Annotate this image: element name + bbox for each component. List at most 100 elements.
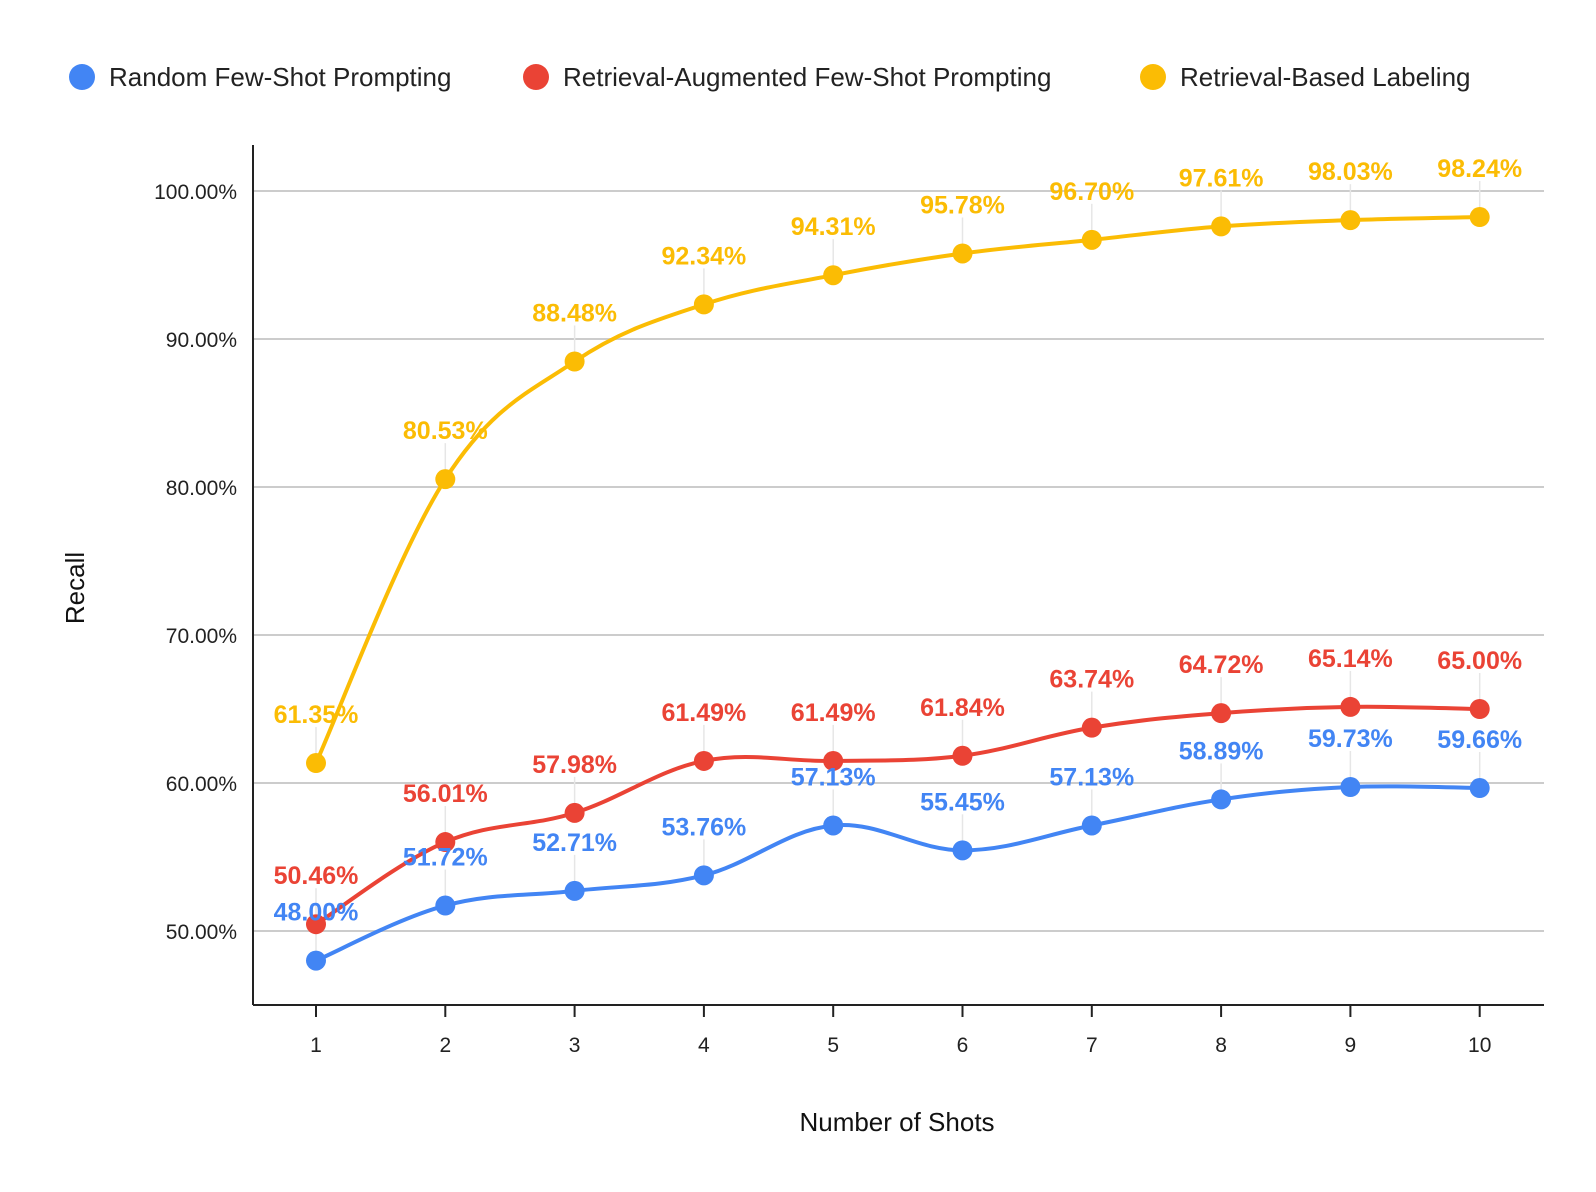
data-label: 63.74%	[1049, 666, 1134, 694]
data-label: 92.34%	[662, 242, 747, 270]
legend-item: Retrieval-Based Labeling	[1140, 62, 1471, 92]
data-point	[823, 815, 844, 836]
data-point	[564, 880, 585, 901]
data-point	[1469, 778, 1490, 799]
data-label: 61.49%	[791, 699, 876, 727]
legend-marker	[523, 64, 549, 90]
data-point	[1211, 789, 1232, 810]
data-label: 57.13%	[1049, 763, 1134, 791]
data-point	[1340, 210, 1361, 231]
data-label: 94.31%	[791, 213, 876, 241]
data-point	[435, 469, 456, 490]
y-tick-label: 60.00%	[166, 773, 237, 796]
data-label: 95.78%	[920, 191, 1005, 219]
y-axis-ticks: 50.00% 60.00% 70.00% 80.00% 90.00% 100.00%	[154, 181, 237, 944]
data-point	[693, 294, 714, 315]
data-point	[693, 865, 714, 886]
data-label: 80.53%	[403, 417, 488, 445]
data-label: 59.73%	[1308, 725, 1393, 753]
data-point	[952, 243, 973, 264]
legend-label: Retrieval-Augmented Few-Shot Prompting	[563, 62, 1051, 92]
data-point	[693, 750, 714, 771]
x-axis-ticks: 1 2 3 4 5 6 7 8 9 10	[310, 1005, 1491, 1057]
series-line	[314, 215, 1480, 764]
axes	[252, 145, 1544, 1006]
data-label: 96.70%	[1049, 178, 1134, 206]
data-point	[435, 832, 456, 853]
x-tick-label: 9	[1345, 1034, 1357, 1057]
x-tick-label: 8	[1215, 1034, 1227, 1057]
legend-item: Retrieval-Augmented Few-Shot Prompting	[523, 62, 1051, 92]
data-point	[306, 914, 326, 935]
x-tick-label: 7	[1086, 1034, 1098, 1057]
gridlines	[253, 190, 1544, 932]
data-label: 65.14%	[1308, 645, 1393, 673]
data-point	[1469, 207, 1490, 228]
data-label: 55.45%	[920, 788, 1005, 816]
data-label: 61.49%	[662, 699, 747, 727]
x-tick-label: 1	[310, 1034, 322, 1057]
data-label: 52.71%	[532, 829, 617, 857]
series-3	[306, 181, 1490, 774]
data-label: 58.89%	[1179, 737, 1264, 765]
x-tick-label: 6	[957, 1034, 969, 1057]
data-point	[1211, 703, 1232, 724]
data-point	[564, 351, 585, 372]
data-label: 57.98%	[532, 751, 617, 779]
data-point	[306, 753, 326, 774]
x-tick-label: 4	[698, 1034, 710, 1057]
data-point	[1081, 717, 1102, 738]
data-label: 98.03%	[1308, 158, 1393, 186]
data-label: 98.24%	[1437, 155, 1522, 183]
y-tick-label: 80.00%	[166, 477, 237, 500]
legend-label: Retrieval-Based Labeling	[1180, 62, 1471, 92]
series-1	[306, 750, 1490, 971]
data-label: 51.72%	[403, 844, 488, 872]
data-point	[1211, 216, 1232, 237]
data-point	[823, 265, 844, 286]
data-label: 61.84%	[920, 694, 1005, 722]
data-point	[1081, 229, 1102, 250]
data-point	[952, 840, 973, 861]
data-point	[823, 750, 844, 771]
x-tick-label: 10	[1468, 1034, 1491, 1057]
data-label: 65.00%	[1437, 647, 1522, 675]
data-point	[306, 950, 326, 971]
legend-label: Random Few-Shot Prompting	[109, 62, 451, 92]
series-lines	[306, 181, 1490, 971]
x-axis-title: Number of Shots	[799, 1107, 994, 1137]
x-tick-label: 5	[827, 1034, 839, 1057]
data-point	[1469, 699, 1490, 719]
series-line	[315, 784, 1480, 963]
legend: Random Few-Shot Prompting Retrieval-Augme…	[69, 62, 1471, 92]
data-point	[1081, 815, 1102, 836]
series-2	[306, 670, 1490, 935]
data-label: 56.01%	[403, 780, 488, 808]
data-label: 50.46%	[274, 862, 359, 890]
data-point	[1340, 696, 1361, 717]
data-point	[564, 802, 585, 823]
data-point	[435, 895, 456, 916]
data-label: 88.48%	[532, 299, 617, 327]
data-label: 61.35%	[274, 701, 359, 729]
legend-marker	[69, 64, 95, 90]
data-label: 57.13%	[791, 763, 876, 791]
y-tick-label: 50.00%	[166, 921, 237, 944]
data-label: 59.66%	[1437, 726, 1522, 754]
data-label: 53.76%	[662, 813, 747, 841]
y-tick-label: 100.00%	[154, 181, 237, 204]
series-line	[314, 704, 1480, 926]
x-tick-label: 3	[569, 1034, 581, 1057]
data-label: 48.00%	[274, 899, 359, 927]
x-tick-label: 2	[439, 1034, 451, 1057]
data-labels: 48.00% 51.72% 52.71% 53.76% 57.13% 55.45% 57.1…	[274, 155, 1522, 927]
y-axis-title: Recall	[60, 552, 90, 624]
data-point	[952, 745, 973, 766]
legend-item: Random Few-Shot Prompting	[69, 62, 451, 92]
data-label: 64.72%	[1179, 651, 1264, 679]
y-tick-label: 70.00%	[166, 625, 237, 648]
data-label: 97.61%	[1179, 164, 1264, 192]
y-tick-label: 90.00%	[166, 329, 237, 352]
data-point	[1340, 776, 1361, 797]
